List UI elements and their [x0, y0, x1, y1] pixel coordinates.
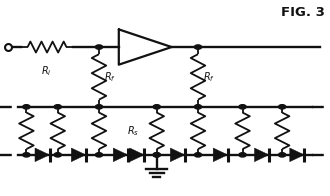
Circle shape	[23, 153, 30, 157]
Text: FIG. 3: FIG. 3	[281, 6, 325, 19]
Circle shape	[194, 105, 202, 109]
Circle shape	[23, 105, 30, 109]
Circle shape	[54, 105, 61, 109]
Circle shape	[95, 45, 103, 49]
Circle shape	[153, 105, 160, 109]
Polygon shape	[290, 148, 304, 162]
Circle shape	[279, 105, 286, 109]
Circle shape	[239, 105, 246, 109]
Polygon shape	[130, 148, 144, 162]
Text: $R_f$: $R_f$	[203, 70, 215, 84]
Polygon shape	[35, 148, 50, 162]
Polygon shape	[113, 148, 128, 162]
Polygon shape	[71, 148, 86, 162]
Circle shape	[95, 153, 103, 157]
Circle shape	[54, 153, 61, 157]
Polygon shape	[213, 148, 228, 162]
Polygon shape	[170, 148, 185, 162]
Text: $R_s$: $R_s$	[127, 124, 139, 138]
Circle shape	[279, 153, 286, 157]
Circle shape	[153, 153, 160, 157]
Circle shape	[194, 153, 202, 157]
Circle shape	[239, 153, 246, 157]
Circle shape	[153, 153, 160, 157]
Circle shape	[194, 45, 202, 49]
Text: $R_i$: $R_i$	[41, 65, 51, 78]
Text: $R_f$: $R_f$	[104, 70, 116, 84]
Circle shape	[95, 105, 103, 109]
Polygon shape	[254, 148, 269, 162]
